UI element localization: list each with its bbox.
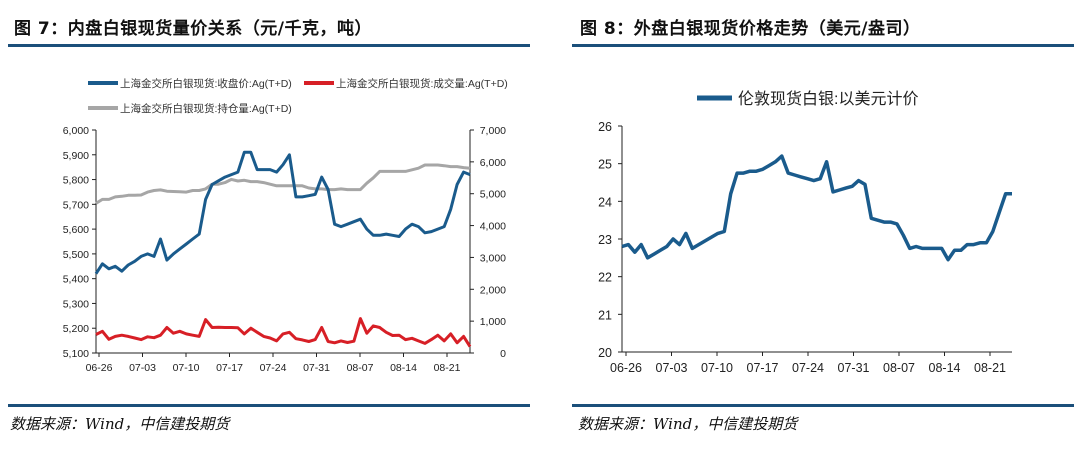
x-tick-label: 07-03 xyxy=(129,362,156,374)
x-tick-label: 08-07 xyxy=(883,361,915,375)
x-tick-label: 08-21 xyxy=(974,361,1006,375)
y-left-tick-label: 25 xyxy=(598,158,612,172)
y-left-tick-label: 5,700 xyxy=(63,199,89,211)
legend-label-0: 伦敦现货白银:以美元计价 xyxy=(738,90,918,108)
footer-divider xyxy=(572,404,1074,407)
y-left-tick-label: 5,300 xyxy=(63,298,89,310)
y-left-tick-label: 21 xyxy=(598,308,612,322)
series-line-2 xyxy=(95,163,471,205)
figure-8-chart: 伦敦现货白银:以美元计价 20 21 22 23 24 25 26 06-26 07-03 07-1… xyxy=(598,90,1012,375)
y-left-tick-label: 6,000 xyxy=(63,125,89,137)
legend-label-1: 上海金交所白银现货:成交量:Ag(T+D) xyxy=(336,77,508,90)
x-tick-label: 07-10 xyxy=(173,362,200,374)
y-right-tick-label: 4,000 xyxy=(480,221,506,233)
y-left-tick-label: 5,400 xyxy=(63,274,89,286)
figure-8-title: 图 8：外盘白银现货价格走势（美元/盎司） xyxy=(580,19,921,39)
figure-8-source: 数据来源：Wind，中信建投期货 xyxy=(578,415,798,433)
x-tick-label: 08-21 xyxy=(434,362,461,374)
title-divider xyxy=(572,44,1074,47)
x-tick-label: 07-31 xyxy=(303,362,330,374)
y-right-tick-label: 3,000 xyxy=(480,252,506,264)
x-tick-label: 07-24 xyxy=(260,362,287,374)
series-line-1 xyxy=(95,317,472,348)
y-left-tick-label: 24 xyxy=(598,195,612,209)
x-tick-label: 07-03 xyxy=(656,361,688,375)
figure-7-chart: 上海金交所白银现货:收盘价:Ag(T+D) 上海金交所白银现货:成交量:Ag(T+… xyxy=(63,77,508,374)
y-right-tick-label: 6,000 xyxy=(480,157,506,169)
x-tick-label: 07-10 xyxy=(701,361,733,375)
figure-7-source: 数据来源：Wind，中信建投期货 xyxy=(10,415,230,433)
y-left-tick-label: 20 xyxy=(598,346,612,360)
y-right-tick-label: 1,000 xyxy=(480,316,506,328)
y-right-tick-label: 7,000 xyxy=(480,125,506,137)
y-right-tick-label: 5,000 xyxy=(480,189,506,201)
x-tick-label: 08-14 xyxy=(929,361,961,375)
y-left-tick-label: 5,800 xyxy=(63,175,89,187)
figure-7-title: 图 7：内盘白银现货量价关系（元/千克，吨） xyxy=(14,19,372,39)
x-tick-label: 07-17 xyxy=(747,361,779,375)
y-left-tick-label: 22 xyxy=(598,271,612,285)
y-right-tick-label: 2,000 xyxy=(480,284,506,296)
legend-label-0: 上海金交所白银现货:收盘价:Ag(T+D) xyxy=(120,77,292,90)
y-left-tick-label: 5,100 xyxy=(63,348,89,360)
y-left-tick-label: 5,900 xyxy=(63,150,89,162)
y-left-tick-label: 5,200 xyxy=(63,323,89,335)
title-divider xyxy=(8,44,530,47)
x-tick-label: 08-14 xyxy=(390,362,417,374)
x-tick-label: 07-17 xyxy=(216,362,243,374)
x-tick-label: 06-26 xyxy=(610,361,642,375)
y-left-tick-label: 5,600 xyxy=(63,224,89,236)
y-left-tick-label: 5,500 xyxy=(63,249,89,261)
figure-8-panel: 图 8：外盘白银现货价格走势（美元/盎司） 伦敦现货白银:以美元计价 20 21 22… xyxy=(560,0,1080,450)
x-tick-label: 06-26 xyxy=(86,362,113,374)
x-tick-label: 08-07 xyxy=(347,362,374,374)
legend-label-2: 上海金交所白银现货:持仓量:Ag(T+D) xyxy=(120,102,292,115)
y-left-tick-label: 23 xyxy=(598,233,612,247)
y-left-tick-label: 26 xyxy=(598,120,612,134)
series-line-0 xyxy=(94,150,471,275)
x-tick-label: 07-31 xyxy=(838,361,870,375)
figure-7-panel: 图 7：内盘白银现货量价关系（元/千克，吨） 上海金交所白银现货:收盘价:Ag(… xyxy=(8,19,530,433)
footer-divider xyxy=(8,404,530,407)
series-line-0 xyxy=(621,154,1012,262)
x-tick-label: 07-24 xyxy=(792,361,824,375)
y-right-tick-label: 0 xyxy=(500,348,506,360)
